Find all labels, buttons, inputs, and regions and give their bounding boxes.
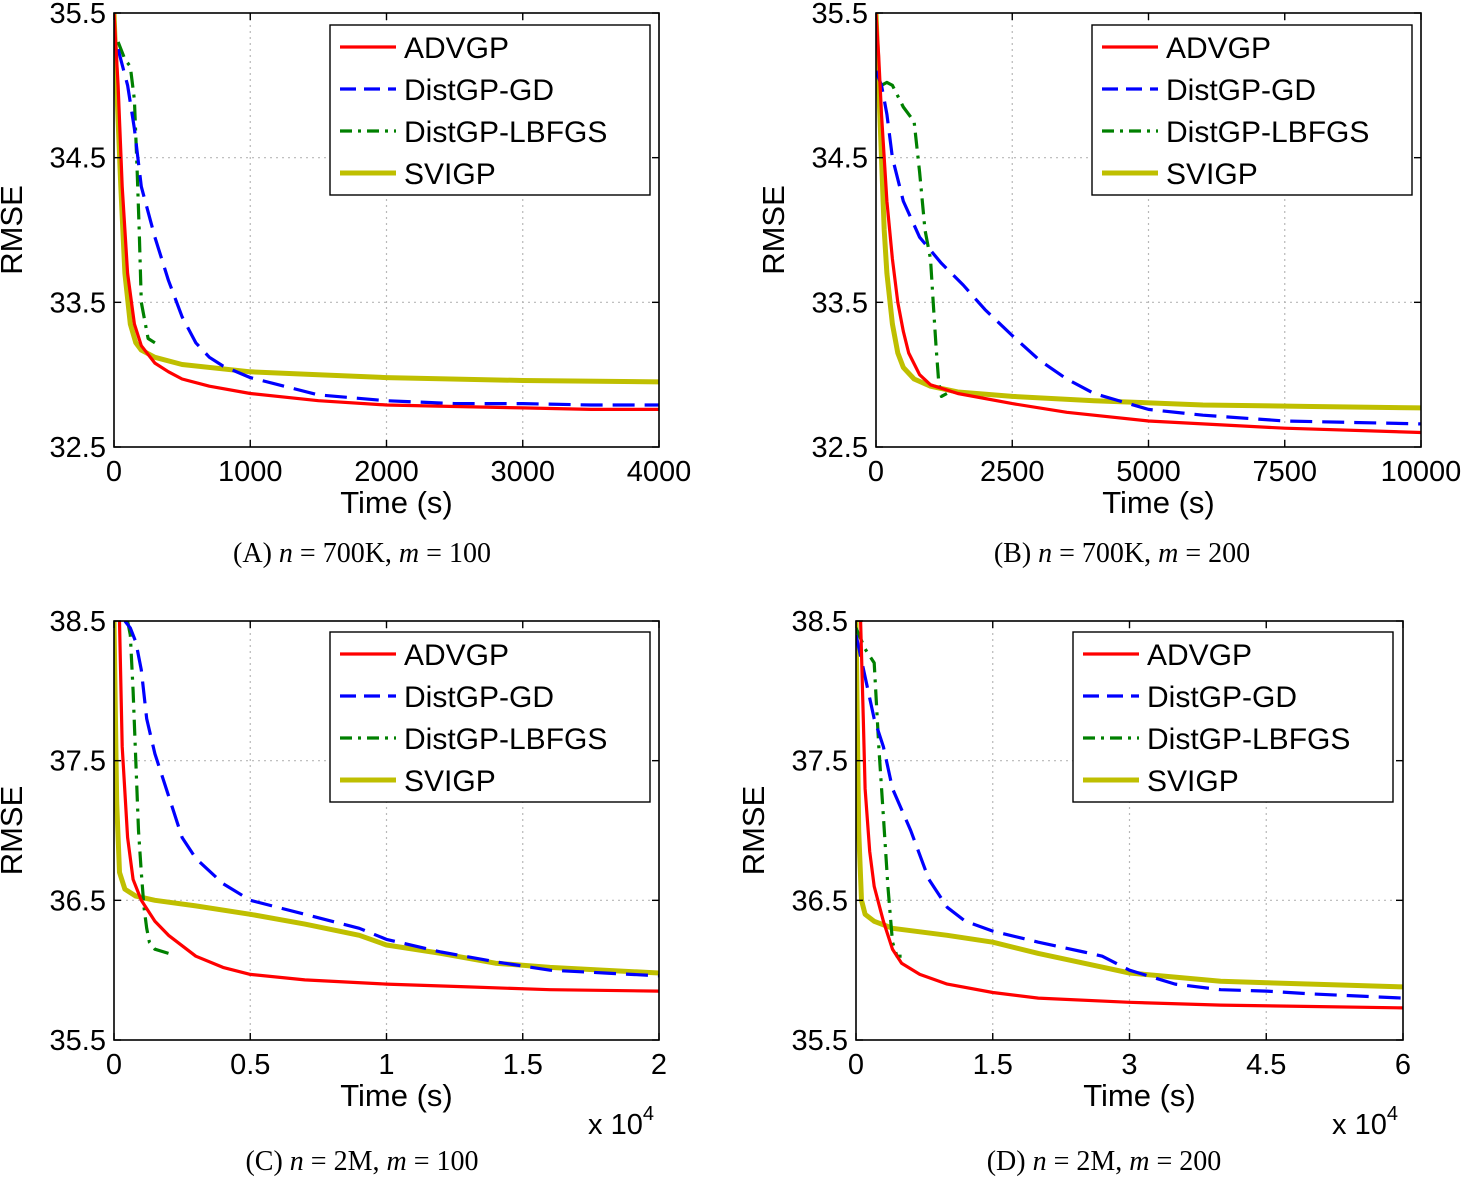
series-line-svigp [114, 621, 659, 976]
series-line-svigp [856, 621, 1403, 990]
y-tick-label: 38.5 [50, 606, 106, 638]
x-tick-label: 10000 [1381, 456, 1462, 488]
series-line-distgp-gd [116, 48, 659, 407]
legend-label-distgp-gd: DistGP-GD [1166, 74, 1316, 107]
x-tick-label: 6 [1395, 1049, 1411, 1081]
x-axis-label: Time (s) [1083, 1078, 1196, 1113]
x-tick-label: 5000 [1116, 456, 1181, 488]
series-line-distgp-gd [123, 621, 659, 978]
y-tick-label: 38.5 [792, 606, 848, 638]
legend-label-advgp: ADVGP [1147, 639, 1252, 672]
y-tick-label: 37.5 [50, 746, 106, 778]
x-tick-label: 0 [848, 1049, 864, 1081]
x-tick-label: 3 [1121, 1049, 1137, 1081]
y-axis-label: RMSE [0, 786, 29, 876]
legend-label-advgp: ADVGP [404, 639, 509, 672]
x-tick-label: 0 [106, 456, 122, 488]
x-tick-label: 2 [651, 1049, 667, 1081]
legend-label-distgp-gd: DistGP-GD [404, 681, 554, 714]
y-tick-label: 35.5 [792, 1025, 848, 1057]
y-tick-label: 35.5 [50, 1025, 106, 1057]
y-tick-label: 36.5 [50, 885, 106, 917]
x-tick-label: 7500 [1252, 456, 1317, 488]
legend-label-distgp-lbfgs: DistGP-LBFGS [404, 116, 607, 149]
y-axis-label: RMSE [0, 185, 29, 275]
legend-label-advgp: ADVGP [404, 32, 509, 65]
y-tick-label: 33.5 [50, 287, 106, 319]
legend-label-svigp: SVIGP [1166, 158, 1258, 191]
x-tick-label: 1000 [218, 456, 283, 488]
panel-caption: (C) n = 2M, m = 100 [245, 1146, 478, 1177]
series-line-distgp-lbfgs [880, 80, 948, 398]
y-tick-label: 34.5 [50, 143, 106, 175]
x-tick-label: 0 [106, 1049, 122, 1081]
x-multiplier-label: x 104 [588, 1103, 654, 1141]
legend-box [329, 24, 651, 196]
x-tick-label: 0 [868, 456, 884, 488]
legend-box [329, 631, 651, 803]
legend-label-svigp: SVIGP [404, 765, 496, 798]
legend-label-distgp-lbfgs: DistGP-LBFGS [1166, 116, 1369, 149]
series-line-distgp-lbfgs [116, 41, 156, 345]
series-line-advgp [114, 13, 659, 411]
x-multiplier-label: x 104 [1332, 1103, 1398, 1141]
y-tick-label: 35.5 [50, 0, 106, 30]
series-line-advgp [859, 621, 1403, 1010]
legend-box [1091, 24, 1413, 196]
y-tick-label: 33.5 [812, 287, 868, 319]
y-tick-label: 35.5 [812, 0, 868, 30]
legend-label-advgp: ADVGP [1166, 32, 1271, 65]
series-line-advgp [117, 621, 659, 993]
x-axis-label: Time (s) [340, 1078, 453, 1113]
x-tick-label: 2000 [354, 456, 419, 488]
legend-label-distgp-gd: DistGP-GD [404, 74, 554, 107]
x-tick-label: 3000 [490, 456, 555, 488]
legend-label-svigp: SVIGP [1147, 765, 1239, 798]
legend-label-distgp-lbfgs: DistGP-LBFGS [404, 723, 607, 756]
chart-panel-4: 0 1.5 3 4.5 6 35.5 36.5 37.5 38.5 Time (s) RMSE x 1… [736, 606, 1411, 1177]
legend-box [1072, 631, 1394, 803]
chart-panel-2: 0 2500 5000 7500 10000 32.5 33.5 34.5 35.5 Time (… [756, 0, 1461, 569]
series-line-svigp [876, 13, 1421, 411]
chart-panel-1: 0 1000 2000 3000 4000 32.5 33.5 34.5 35.5 Time (s… [0, 0, 691, 569]
x-tick-label: 1 [378, 1049, 394, 1081]
x-axis-label: Time (s) [340, 485, 453, 520]
panel-caption: (B) n = 700K, m = 200 [994, 538, 1250, 569]
series-line-distgp-gd [856, 634, 1403, 1000]
legend-label-svigp: SVIGP [404, 158, 496, 191]
y-axis-label: RMSE [736, 786, 771, 876]
legend-label-distgp-gd: DistGP-GD [1147, 681, 1297, 714]
series-line-distgp-gd [876, 70, 1421, 426]
y-tick-label: 34.5 [812, 143, 868, 175]
chart-panel-3: 0 0.5 1 1.5 2 35.5 36.5 37.5 38.5 Time (s) RMSE x 1… [0, 606, 667, 1177]
x-tick-label: 4000 [627, 456, 692, 488]
x-tick-label: 1.5 [973, 1049, 1013, 1081]
panel-caption: (D) n = 2M, m = 200 [987, 1146, 1222, 1177]
x-axis-label: Time (s) [1102, 485, 1215, 520]
x-tick-label: 1.5 [503, 1049, 543, 1081]
panel-caption: (A) n = 700K, m = 100 [233, 538, 491, 569]
x-tick-label: 0.5 [230, 1049, 270, 1081]
y-tick-label: 32.5 [812, 432, 868, 464]
y-tick-label: 37.5 [792, 746, 848, 778]
y-tick-label: 32.5 [50, 432, 106, 464]
legend-label-distgp-lbfgs: DistGP-LBFGS [1147, 723, 1350, 756]
x-tick-label: 4.5 [1246, 1049, 1286, 1081]
x-tick-label: 2500 [980, 456, 1045, 488]
y-tick-label: 36.5 [792, 885, 848, 917]
y-axis-label: RMSE [756, 185, 791, 275]
series-line-advgp [876, 13, 1421, 435]
